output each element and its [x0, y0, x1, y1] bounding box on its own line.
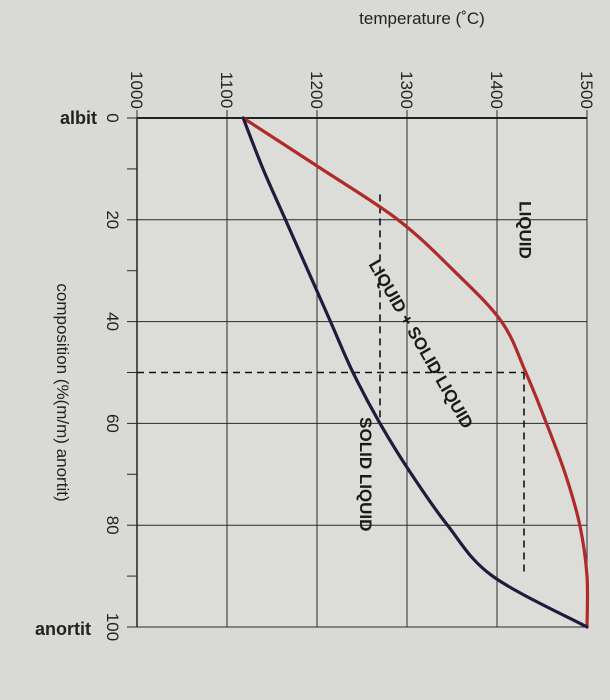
tick-label-composition: 20 — [103, 210, 122, 229]
albit-label: albit — [60, 108, 97, 128]
minor-ticks — [127, 168, 137, 577]
x-axis-title: composition (%(m/m) anortit) — [53, 283, 72, 501]
tick-label-composition: 40 — [103, 312, 122, 331]
region-label-solid: SOLID LIQUID — [356, 417, 375, 531]
tick-label-composition: 60 — [103, 414, 122, 433]
tick-label-temperature: 1100 — [217, 72, 236, 109]
tick-label-composition: 100 — [103, 613, 122, 641]
tick-label-temperature: 1200 — [307, 71, 326, 109]
y-axis-title: temperature (˚C) — [359, 9, 485, 28]
tick-label-temperature: 1000 — [127, 71, 146, 109]
tick-label-composition: 0 — [103, 113, 122, 122]
dashed-guides — [137, 194, 525, 577]
curve-solidus — [241, 116, 589, 629]
region-label-liquid: LIQUID — [516, 201, 535, 259]
tick-label-temperature: 1500 — [577, 71, 596, 109]
tick-label-composition: 80 — [103, 516, 122, 535]
tick-label-temperature: 1300 — [397, 71, 416, 109]
series — [241, 116, 590, 629]
anortit-label: anortit — [35, 619, 91, 639]
curve-liquidus — [241, 116, 590, 629]
tick-label-temperature: 1400 — [487, 71, 506, 109]
